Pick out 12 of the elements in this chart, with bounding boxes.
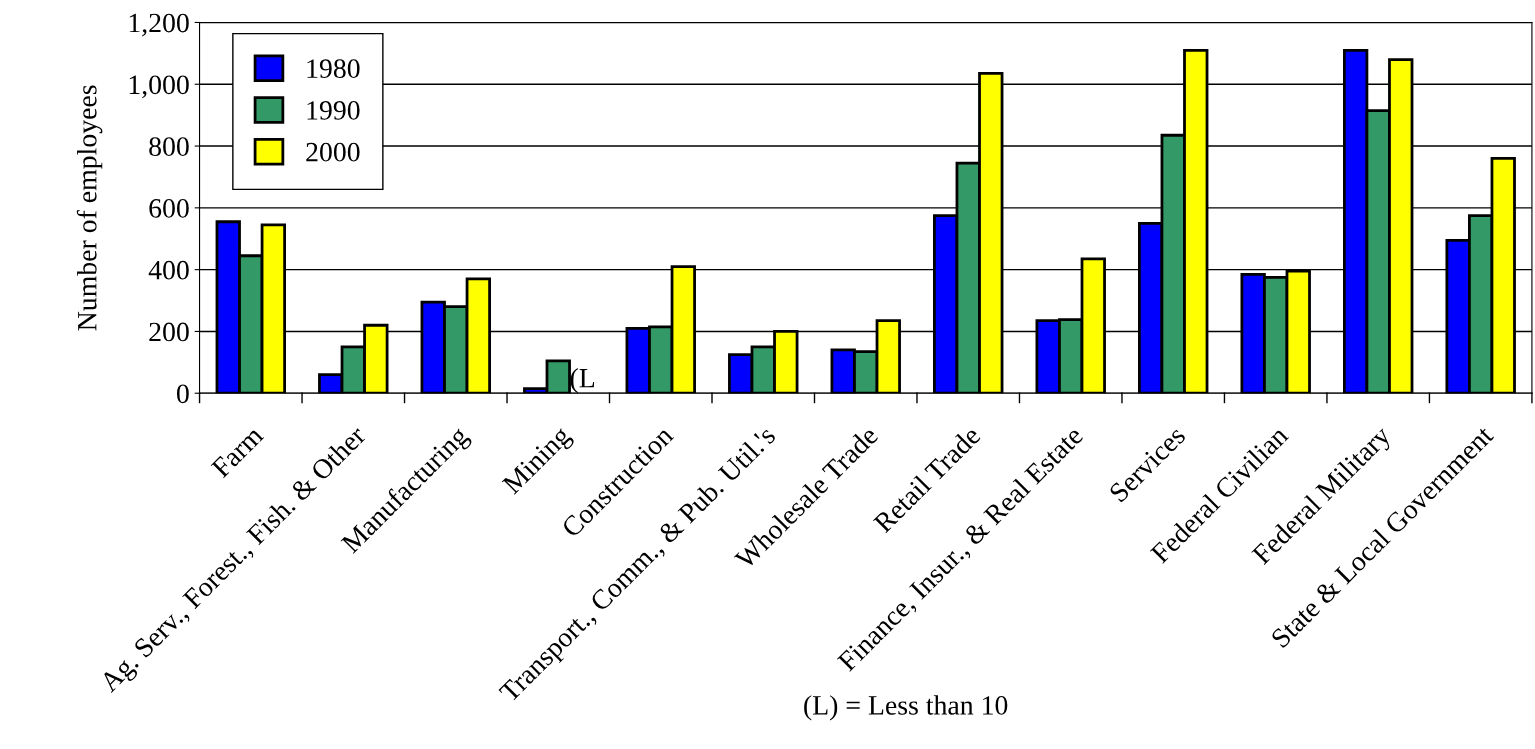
legend-label: 1980 <box>307 59 360 79</box>
y-tick-label: 400 <box>148 260 189 280</box>
y-tick-label: 600 <box>149 199 189 218</box>
y-tick-label: 0 <box>177 384 189 404</box>
legend-label: 1990 <box>307 101 360 120</box>
y-tick-label: 200 <box>149 322 189 342</box>
text: (L) = Less than 10 <box>804 695 1008 721</box>
y-axis-title: Number of employees <box>76 85 103 331</box>
legend-label: 2000 <box>306 142 360 162</box>
y-tick-label: 800 <box>149 137 189 156</box>
y-tick-label: 1,200 <box>129 13 189 37</box>
y-tick-label: 1,000 <box>129 75 189 99</box>
